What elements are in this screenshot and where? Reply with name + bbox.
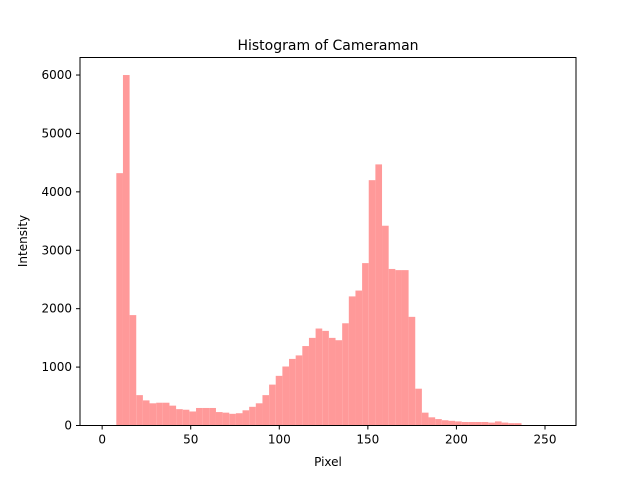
histogram-bar	[382, 225, 389, 426]
histogram-bar	[322, 330, 329, 426]
histogram-bar	[169, 405, 177, 426]
histogram-bar	[116, 173, 123, 426]
histogram-bar	[435, 419, 442, 426]
histogram-bar	[129, 315, 137, 426]
histogram-bar	[149, 403, 157, 426]
histogram-bar	[156, 402, 163, 426]
histogram-bar	[488, 422, 495, 426]
y-tick-label: 4000	[41, 185, 72, 199]
x-tick-label: 150	[356, 433, 379, 447]
histogram-bar	[328, 337, 336, 426]
histogram-bar	[275, 375, 283, 426]
histogram-bar	[122, 75, 130, 426]
y-tick-label: 1000	[41, 360, 72, 374]
histogram-bar	[375, 164, 383, 426]
histogram-bar	[481, 421, 489, 426]
plot-frame	[79, 57, 577, 426]
bars-group	[116, 75, 522, 426]
histogram-bar	[441, 420, 449, 426]
histogram-bar	[461, 421, 469, 426]
histogram-bar	[455, 421, 462, 426]
histogram-bar	[514, 423, 522, 426]
histogram-bar	[136, 395, 143, 426]
x-axis-label: Pixel	[314, 455, 342, 469]
histogram-bar	[315, 328, 323, 426]
y-tick-label: 2000	[41, 302, 72, 316]
histogram-bar	[242, 410, 250, 426]
histogram-bar	[388, 268, 396, 426]
histogram-bar	[368, 180, 376, 426]
x-axis-ticks: 0 50 100 150 200 250	[98, 425, 557, 447]
histogram-bar	[142, 400, 150, 426]
y-tick-label: 5000	[41, 126, 72, 140]
y-axis-label: Intensity	[16, 215, 30, 267]
histogram-bar	[395, 270, 402, 426]
histogram-bar	[249, 406, 256, 426]
histogram-bar	[508, 423, 515, 426]
histogram-bar	[255, 403, 263, 426]
histogram-bar	[428, 417, 436, 426]
histogram-bar	[196, 407, 203, 426]
histogram-bar	[421, 412, 429, 426]
x-tick-label: 250	[534, 433, 557, 447]
histogram-bar	[408, 316, 416, 426]
histogram-bar	[222, 412, 230, 426]
histogram-bar	[494, 421, 502, 426]
histogram-bar	[348, 296, 356, 426]
histogram-bar	[189, 411, 197, 426]
histogram-bar	[468, 421, 476, 426]
histogram-bar	[229, 413, 236, 426]
y-tick-label: 0	[64, 419, 72, 433]
histogram-bar	[355, 290, 363, 426]
histogram-bar	[362, 263, 369, 426]
histogram-bar	[401, 270, 409, 426]
histogram-bar	[202, 407, 210, 426]
histogram-bar	[475, 421, 482, 426]
histogram-bar	[209, 407, 216, 426]
histogram-bar	[335, 340, 343, 426]
histogram-bar	[269, 384, 276, 426]
histogram-bar	[235, 413, 243, 426]
histogram-bar	[176, 409, 183, 426]
histogram-bar	[262, 395, 270, 426]
histogram-bar	[182, 409, 190, 426]
histogram-bar	[342, 323, 349, 426]
histogram-bar	[448, 420, 456, 426]
x-tick-label: 50	[183, 433, 198, 447]
histogram-bar	[295, 355, 303, 426]
x-tick-label: 200	[445, 433, 468, 447]
histogram-bar	[308, 337, 316, 426]
histogram-bar	[289, 358, 296, 426]
y-tick-label: 3000	[41, 243, 72, 257]
chart-title: Histogram of Cameraman	[237, 38, 418, 54]
histogram-bar	[282, 366, 290, 426]
x-tick-label: 0	[98, 433, 106, 447]
histogram-bar	[215, 412, 223, 426]
histogram-bar	[415, 388, 422, 426]
histogram-bar	[162, 402, 170, 426]
y-tick-label: 6000	[41, 68, 72, 82]
histogram-bar	[501, 422, 509, 426]
x-tick-label: 100	[268, 433, 291, 447]
y-axis-ticks: 0 1000 2000 3000 4000 5000 6000	[41, 68, 80, 433]
histogram-bar	[302, 346, 309, 426]
